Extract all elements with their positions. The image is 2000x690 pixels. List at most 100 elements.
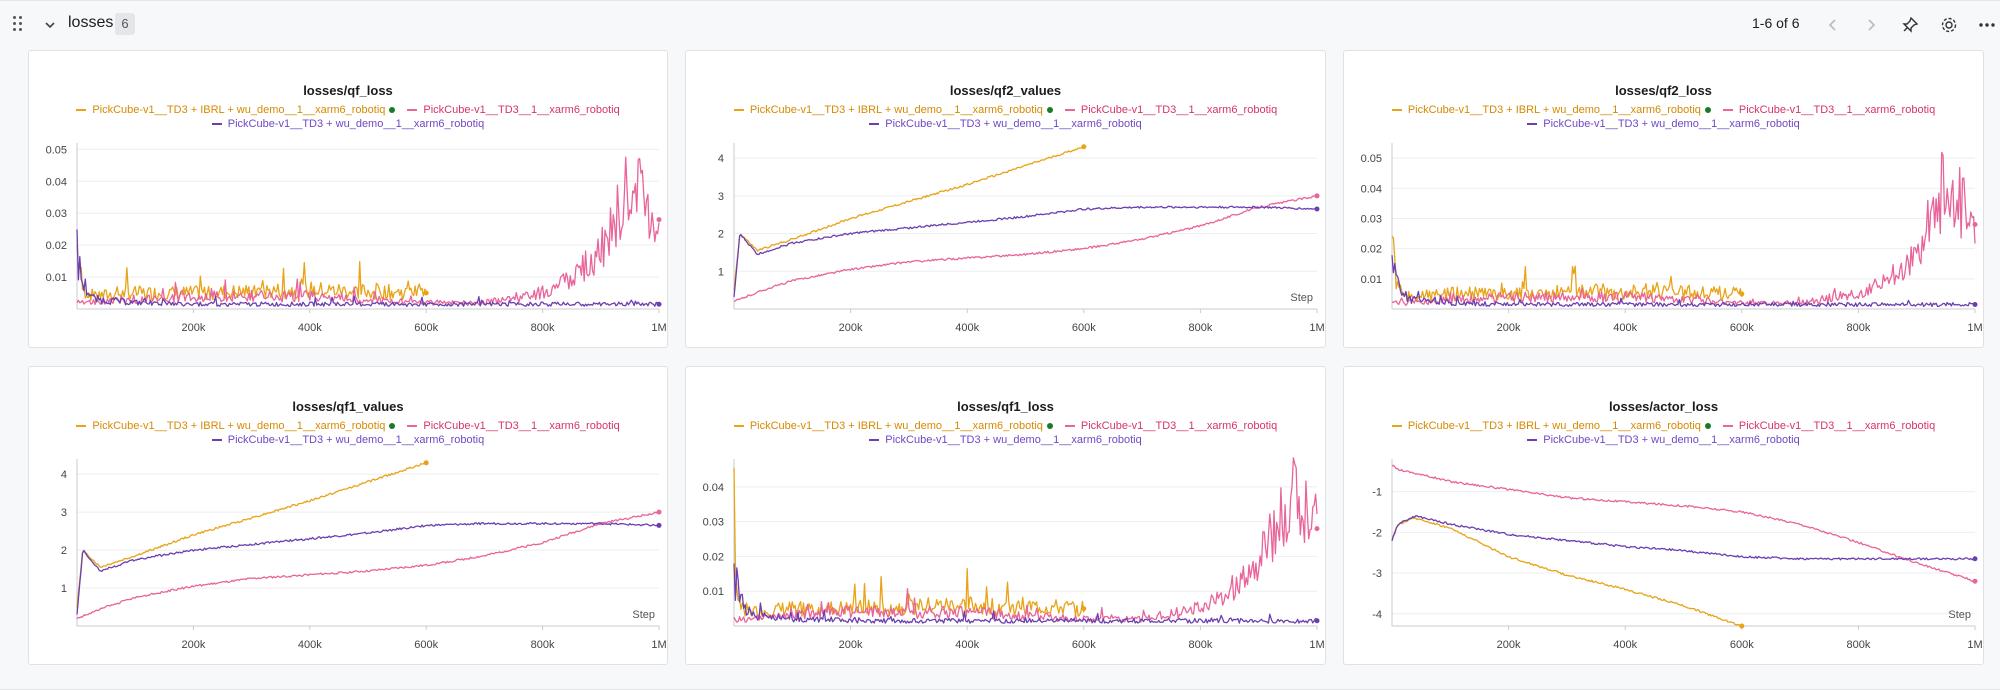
- pin-icon[interactable]: [1900, 15, 1920, 35]
- series-line[interactable]: [76, 229, 660, 308]
- y-tick-label: 0.04: [46, 176, 67, 188]
- chart-plot: 1 2 3 4 200k 400k 600k 800k 1M Step: [61, 459, 667, 651]
- y-tick-label: 0.02: [46, 240, 67, 252]
- panel-qf1-loss[interactable]: 0.01 0.02 0.03 0.04 200k 400k 600k 800k 1M losses…: [685, 366, 1326, 665]
- legend-swatch: [1527, 123, 1538, 126]
- panel-qf1-values[interactable]: 1 2 3 4 200k 400k 600k 800k 1M Step losses/qf1_val…: [28, 366, 668, 665]
- panel-title: losses/qf1_values: [292, 399, 404, 414]
- series-line[interactable]: [76, 510, 660, 620]
- series-line[interactable]: [733, 205, 1318, 298]
- series-line[interactable]: [76, 156, 660, 307]
- y-tick-label: 0.05: [46, 144, 67, 156]
- legend-swatch: [869, 439, 880, 442]
- section-title[interactable]: losses: [68, 14, 114, 31]
- legend-item[interactable]: PickCube-v1__TD3 + wu_demo__1__xarm6_rob…: [1527, 433, 1800, 447]
- series-line[interactable]: [1391, 255, 1976, 308]
- chart-plot: 1 2 3 4 200k 400k 600k 800k 1M Step: [718, 143, 1325, 334]
- series-end-point: [1314, 206, 1320, 212]
- x-tick-label: 1M: [651, 639, 666, 651]
- x-tick-label: 1M: [1309, 639, 1324, 651]
- legend-item[interactable]: PickCube-v1__TD3 + wu_demo__1__xarm6_rob…: [869, 117, 1142, 131]
- series-line[interactable]: [1391, 464, 1976, 583]
- x-axis-label: Step: [1290, 292, 1313, 304]
- series-line[interactable]: [733, 563, 1318, 624]
- series-line[interactable]: [1391, 517, 1743, 627]
- legend-item[interactable]: PickCube-v1__TD3 + IBRL + wu_demo__1__xa…: [1391, 103, 1711, 117]
- legend: PickCube-v1__TD3 + IBRL + wu_demo__1__xa…: [39, 419, 657, 447]
- chevron-down-icon[interactable]: [43, 18, 57, 32]
- legend-swatch: [407, 425, 418, 428]
- drag-handle-icon[interactable]: [13, 16, 25, 32]
- legend-item[interactable]: PickCube-v1__TD3 + wu_demo__1__xarm6_rob…: [211, 433, 484, 447]
- y-tick-label: 0.02: [1361, 244, 1382, 256]
- series-line[interactable]: [733, 457, 1318, 623]
- legend-item[interactable]: PickCube-v1__TD3__1__xarm6_robotiq: [1064, 103, 1278, 117]
- y-tick-label: -1: [1372, 487, 1382, 499]
- series-end-point: [1314, 193, 1320, 199]
- y-tick-label: 0.04: [703, 482, 724, 494]
- panel-qf2-loss[interactable]: 0.01 0.02 0.03 0.04 0.05 200k 400k 600k 800k 1M lo…: [1343, 50, 1984, 348]
- legend-item[interactable]: PickCube-v1__TD3__1__xarm6_robotiq: [1064, 419, 1277, 433]
- series-line[interactable]: [76, 521, 660, 615]
- legend-item[interactable]: PickCube-v1__TD3 + IBRL + wu_demo__1__xa…: [76, 103, 396, 117]
- x-tick-label: 400k: [955, 639, 979, 651]
- panel-title: losses/qf2_values: [949, 83, 1062, 98]
- legend-label: PickCube-v1__TD3__1__xarm6_robotiq: [1080, 104, 1278, 116]
- chevron-right-icon[interactable]: [1861, 15, 1881, 35]
- legend-item[interactable]: PickCube-v1__TD3__1__xarm6_robotiq: [1722, 103, 1935, 117]
- panel-count-badge: 6: [115, 13, 135, 35]
- series-end-point: [1314, 618, 1320, 624]
- legend-item[interactable]: PickCube-v1__TD3 + IBRL + wu_demo__1__xa…: [76, 419, 396, 433]
- legend-item[interactable]: PickCube-v1__TD3__1__xarm6_robotiq: [1722, 419, 1936, 433]
- x-tick-label: 800k: [1846, 322, 1870, 334]
- series-end-point: [1081, 144, 1087, 150]
- series-end-point: [1972, 578, 1978, 584]
- legend-item[interactable]: PickCube-v1__TD3 + IBRL + wu_demo__1__xa…: [1391, 419, 1711, 433]
- series-line[interactable]: [1391, 235, 1743, 302]
- legend-item[interactable]: PickCube-v1__TD3__1__xarm6_robotiq: [407, 419, 620, 433]
- legend-item[interactable]: PickCube-v1__TD3 + wu_demo__1__xarm6_rob…: [869, 433, 1142, 447]
- legend-label: PickCube-v1__TD3 + wu_demo__1__xarm6_rob…: [1543, 434, 1800, 446]
- y-tick-label: 4: [718, 153, 724, 165]
- legend-label: PickCube-v1__TD3 + wu_demo__1__xarm6_rob…: [885, 118, 1142, 130]
- more-icon[interactable]: [1977, 15, 1997, 35]
- legend-item[interactable]: PickCube-v1__TD3 + wu_demo__1__xarm6_rob…: [211, 117, 484, 131]
- legend-item[interactable]: PickCube-v1__TD3 + IBRL + wu_demo__1__xa…: [733, 103, 1053, 117]
- series-line[interactable]: [76, 461, 427, 608]
- legend-item[interactable]: PickCube-v1__TD3__1__xarm6_robotiq: [407, 103, 620, 117]
- x-tick-label: 600k: [414, 322, 438, 334]
- legend: PickCube-v1__TD3 + IBRL + wu_demo__1__xa…: [696, 419, 1315, 447]
- series-line[interactable]: [76, 244, 427, 301]
- panel-title: losses/actor_loss: [1608, 399, 1719, 414]
- legend-swatch: [211, 123, 222, 126]
- series-line[interactable]: [1391, 151, 1976, 306]
- panel-qf-loss[interactable]: 0.01 0.02 0.03 0.04 0.05 200k 400k 600k 800k 1M lo…: [28, 50, 668, 348]
- series-end-point: [656, 217, 662, 223]
- x-tick-label: 800k: [1188, 639, 1212, 651]
- legend-item[interactable]: PickCube-v1__TD3 + IBRL + wu_demo__1__xa…: [733, 419, 1053, 433]
- series-line[interactable]: [1391, 515, 1976, 561]
- y-tick-label: 0.04: [1361, 183, 1382, 195]
- series-line[interactable]: [733, 146, 1085, 291]
- y-tick-label: 2: [718, 229, 724, 241]
- series-end-point: [656, 522, 662, 528]
- legend-swatch: [869, 123, 880, 126]
- gear-icon[interactable]: [1939, 15, 1959, 35]
- x-tick-label: 600k: [1730, 639, 1754, 651]
- series-end-point: [1739, 291, 1745, 297]
- legend-label: PickCube-v1__TD3__1__xarm6_robotiq: [1738, 420, 1936, 432]
- legend-item[interactable]: PickCube-v1__TD3 + wu_demo__1__xarm6_rob…: [1527, 117, 1800, 131]
- panel-actor-loss[interactable]: -1 -2 -3 -4 200k 400k 600k 800k 1M Step losses/act…: [1343, 366, 1984, 665]
- series-line[interactable]: [733, 467, 1085, 618]
- chevron-left-icon[interactable]: [1823, 15, 1843, 35]
- series-line[interactable]: [733, 195, 1318, 302]
- legend-swatch: [1722, 425, 1733, 428]
- x-tick-label: 400k: [1613, 322, 1637, 334]
- series-end-point: [1314, 526, 1320, 532]
- x-tick-label: 200k: [181, 639, 205, 651]
- panel-qf2-values[interactable]: 1 2 3 4 200k 400k 600k 800k 1M Step losses/qf2_val…: [685, 50, 1326, 348]
- x-tick-label: 1M: [1309, 322, 1324, 334]
- legend-swatch: [1391, 109, 1402, 112]
- panel-title: losses/qf_loss: [303, 83, 393, 98]
- y-tick-label: 1: [718, 266, 724, 278]
